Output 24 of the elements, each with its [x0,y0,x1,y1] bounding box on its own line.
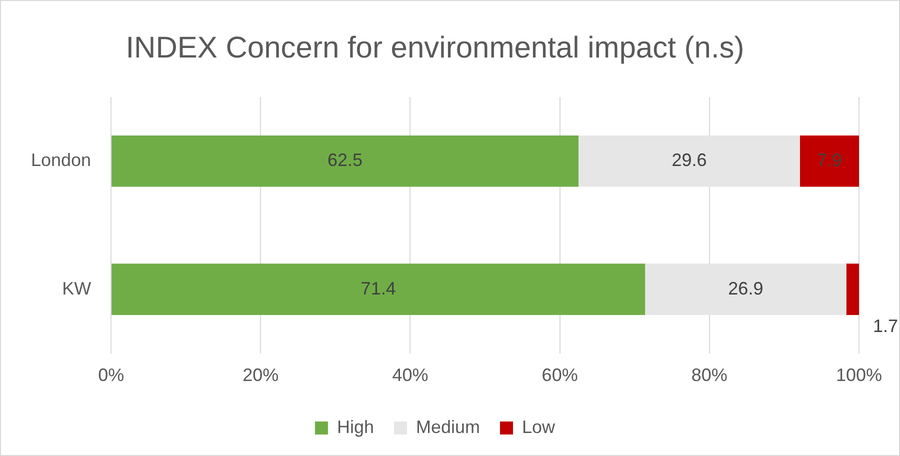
data-label: 7.9 [816,150,842,170]
x-tick-label: 40% [392,365,428,386]
bar [112,135,579,187]
data-label: 29.6 [672,150,707,170]
x-tick-label: 60% [542,365,578,386]
y-tick-label: KW [62,278,92,298]
data-label: 71.4 [360,278,396,298]
x-tick-label: 0% [98,365,124,386]
legend-label: Low [522,416,556,437]
bar [645,264,846,315]
chart-title: INDEX Concern for environmental impact (n.s) [126,31,744,64]
bar [800,135,859,187]
bar [846,264,859,315]
data-label: 62.5 [328,150,363,170]
bar [112,264,646,315]
x-tick-label: 80% [691,365,728,386]
x-tick-label: 100% [836,365,882,386]
legend-label: High [336,416,374,437]
legend-label: Medium [416,416,480,437]
y-tick-label: London [30,150,92,170]
x-tick-label: 20% [242,365,279,386]
data-label: 1.7 [873,316,898,336]
bar [578,135,800,187]
data-label: 26.9 [728,278,764,298]
